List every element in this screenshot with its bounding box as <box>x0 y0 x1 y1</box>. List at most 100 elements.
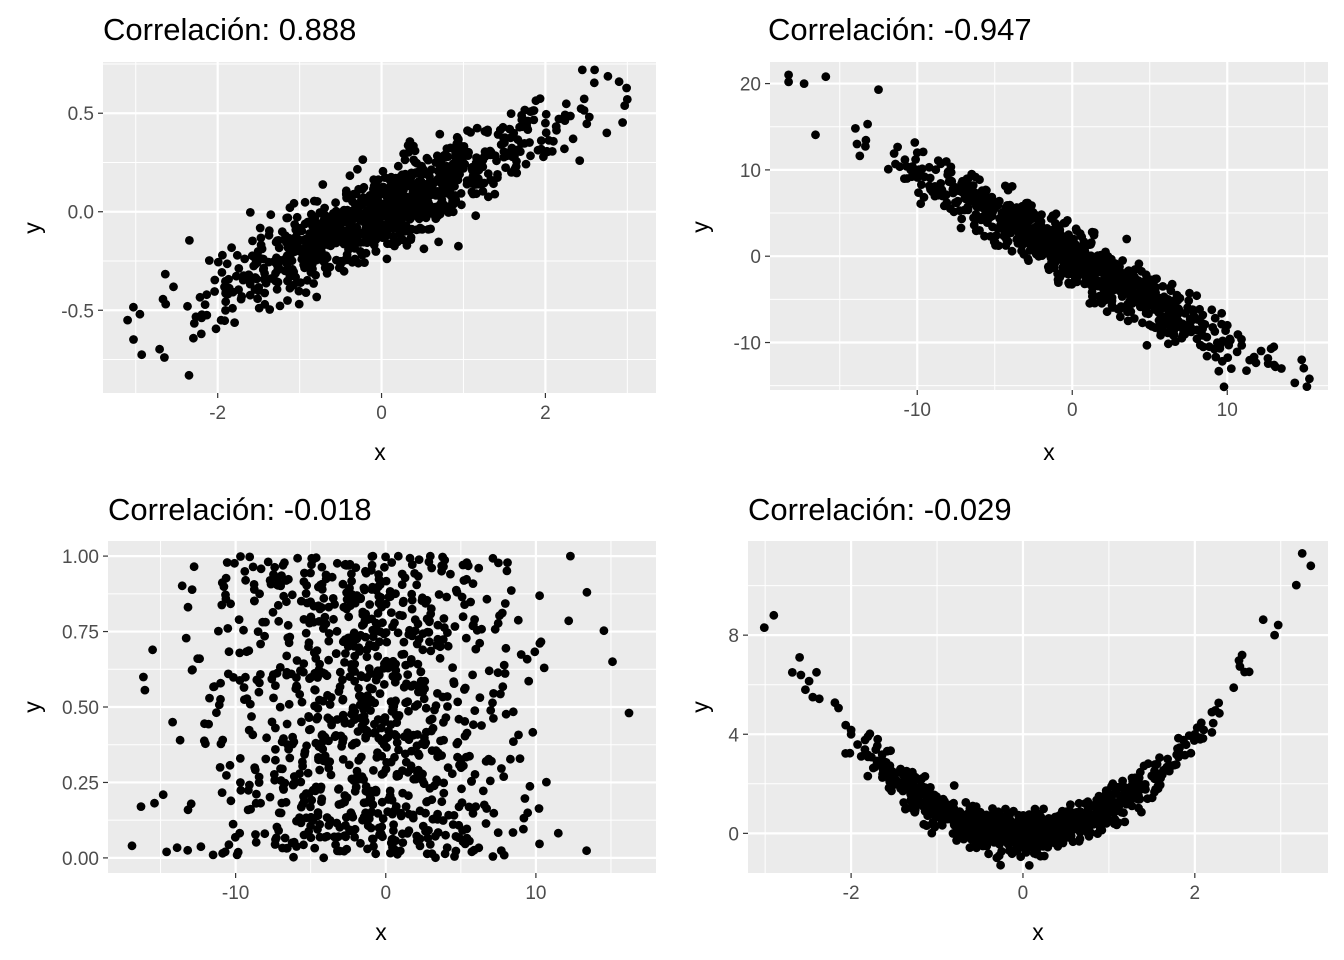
scatter-point <box>448 820 458 829</box>
scatter-point <box>277 798 287 808</box>
scatter-point <box>356 838 365 848</box>
scatter-point <box>1271 362 1280 372</box>
scatter-point <box>284 699 294 709</box>
scatter-point <box>907 803 917 813</box>
scatter-point <box>937 820 947 830</box>
scatter-point <box>381 576 391 586</box>
scatter-point <box>1122 282 1132 291</box>
scatter-point <box>804 676 814 686</box>
scatter-point <box>1156 330 1165 340</box>
scatter-point <box>296 666 305 676</box>
scatter-point <box>387 223 397 233</box>
scatter-point <box>282 597 291 607</box>
scatter-point <box>448 663 457 672</box>
scatter-point <box>415 841 425 851</box>
scatter-point <box>941 806 950 815</box>
scatter-point <box>416 667 426 676</box>
scatter-point <box>513 615 523 625</box>
scatter-point <box>341 649 350 658</box>
scatter-point <box>1037 228 1047 237</box>
scatter-point <box>148 645 158 655</box>
scatter-point <box>210 287 220 296</box>
scatter-point <box>413 768 422 778</box>
scatter-point <box>353 727 363 736</box>
scatter-point <box>189 562 199 572</box>
scatter-point <box>508 707 518 717</box>
scatter-point <box>230 558 239 568</box>
scatter-point <box>560 144 569 154</box>
scatter-point <box>357 698 367 707</box>
scatter-point <box>1104 804 1114 813</box>
scatter-point <box>924 162 934 172</box>
scatter-point <box>369 841 378 851</box>
scatter-point <box>350 832 359 842</box>
scatter-point <box>468 670 477 680</box>
scatter-point <box>433 748 443 758</box>
scatter-point <box>392 772 402 781</box>
scatter-point <box>984 849 993 859</box>
scatter-point <box>270 775 280 785</box>
scatter-point <box>362 652 372 662</box>
scatter-point <box>493 668 503 678</box>
scatter-point <box>129 335 138 344</box>
scatter-point <box>1156 769 1166 779</box>
scatter-point <box>454 802 464 812</box>
scatter-point <box>267 674 277 684</box>
scatter-point <box>337 799 347 809</box>
scatter-point <box>1112 280 1122 290</box>
scatter-point <box>482 594 492 604</box>
scatter-point <box>1170 337 1180 346</box>
scatter-point <box>376 723 386 733</box>
scatter-point <box>531 96 541 106</box>
scatter-point <box>245 699 255 709</box>
scatter-point <box>454 714 464 724</box>
scatter-point <box>1207 707 1217 717</box>
scatter-point <box>316 246 326 256</box>
scatter-point <box>582 587 592 597</box>
scatter-point <box>300 747 310 756</box>
scatter-point <box>300 568 309 578</box>
scatter-point <box>260 631 269 641</box>
scatter-point <box>486 175 496 185</box>
scatter-point <box>414 555 424 564</box>
scatter-point <box>394 745 403 755</box>
scatter-point <box>936 179 946 188</box>
scatter-point <box>309 215 319 225</box>
scatter-point <box>262 733 271 743</box>
scatter-point <box>536 637 546 647</box>
scatter-point <box>311 270 320 280</box>
scatter-point <box>369 766 378 775</box>
scatter-point <box>970 841 980 851</box>
scatter-point <box>306 597 315 607</box>
scatter-point <box>480 126 490 136</box>
scatter-point <box>769 610 779 620</box>
scatter-point <box>453 752 462 762</box>
scatter-point <box>845 748 855 758</box>
scatter-point <box>282 719 292 729</box>
scatter-point <box>314 582 323 592</box>
scatter-point <box>439 614 449 623</box>
scatter-point <box>920 798 930 808</box>
panel-3-title: Correlación: -0.018 <box>108 492 372 527</box>
scatter-point <box>388 705 398 715</box>
scatter-point <box>397 829 407 839</box>
scatter-point <box>477 624 486 634</box>
scatter-point <box>218 250 227 260</box>
scatter-point <box>1244 667 1254 677</box>
scatter-point <box>355 215 365 225</box>
scatter-point <box>450 622 460 631</box>
scatter-point <box>275 702 285 712</box>
scatter-point <box>443 641 453 651</box>
scatter-point <box>406 655 416 664</box>
scatter-point <box>423 833 433 843</box>
scatter-point <box>434 237 443 247</box>
scatter-point <box>299 830 309 840</box>
scatter-point <box>249 261 259 271</box>
scatter-point <box>409 155 419 165</box>
scatter-point <box>863 750 873 760</box>
scatter-point <box>202 310 212 320</box>
scatter-point <box>324 821 334 830</box>
scatter-point <box>380 562 389 572</box>
scatter-point <box>956 223 966 233</box>
scatter-point <box>938 191 947 201</box>
